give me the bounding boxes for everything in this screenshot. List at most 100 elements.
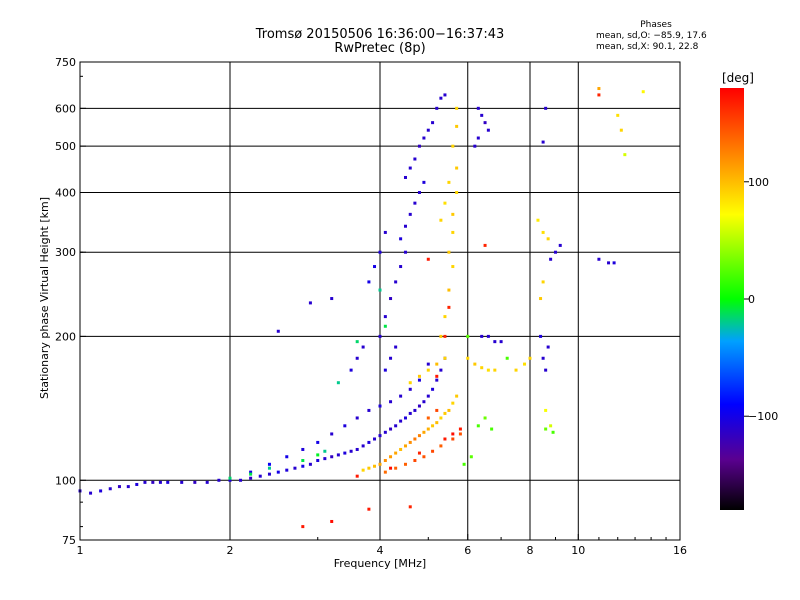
data-point xyxy=(343,424,347,428)
y-tick-label: 200 xyxy=(55,330,76,343)
data-point xyxy=(544,368,548,372)
data-point xyxy=(422,180,426,184)
y-axis-label: Stationary phase Virtual Height [km] xyxy=(38,197,51,399)
data-point xyxy=(493,340,497,344)
data-point xyxy=(469,455,473,459)
chart-title: Tromsø 20150506 16:36:00−16:37:43 xyxy=(255,27,505,42)
data-point xyxy=(426,362,430,366)
x-tick-label: 10 xyxy=(571,544,585,557)
data-point xyxy=(431,387,435,391)
data-point xyxy=(486,368,490,372)
data-point xyxy=(394,451,398,455)
data-point xyxy=(99,489,103,493)
data-point xyxy=(228,476,232,480)
data-point xyxy=(480,334,484,338)
data-point xyxy=(399,237,403,241)
data-point xyxy=(301,464,305,468)
data-point xyxy=(330,519,334,523)
data-point xyxy=(389,466,393,470)
data-point xyxy=(431,424,435,428)
data-point xyxy=(443,356,447,360)
data-point xyxy=(343,451,347,455)
x-axis-label: Frequency [MHz] xyxy=(334,557,426,570)
y-tick-label: 100 xyxy=(55,474,76,487)
data-point xyxy=(378,250,382,254)
data-point xyxy=(239,478,243,482)
data-point xyxy=(480,113,484,117)
data-point xyxy=(455,394,459,398)
data-point xyxy=(285,455,289,459)
colorbar-tick-label: 0 xyxy=(748,293,755,306)
data-point xyxy=(422,136,426,140)
data-point xyxy=(539,334,543,338)
data-point xyxy=(403,416,407,420)
x-tick-label: 6 xyxy=(464,544,471,557)
data-point xyxy=(394,280,398,284)
data-point xyxy=(89,491,93,495)
data-point xyxy=(597,93,601,97)
data-point xyxy=(267,466,271,470)
data-point xyxy=(435,106,439,110)
data-point xyxy=(330,297,334,301)
data-point xyxy=(308,301,312,305)
data-point xyxy=(417,404,421,408)
data-point xyxy=(373,265,377,269)
data-point xyxy=(399,419,403,423)
data-point xyxy=(426,257,430,261)
phase-stats-header: Phases xyxy=(640,20,672,30)
data-point xyxy=(383,430,387,434)
data-point xyxy=(426,416,430,420)
data-point xyxy=(435,408,439,412)
y-tick-label: 400 xyxy=(55,186,76,199)
data-point xyxy=(493,368,497,372)
x-tick-label: 1 xyxy=(77,544,84,557)
phase-stats: Phases mean, sd,O: −85.9, 17.6 mean, sd,… xyxy=(596,20,716,53)
data-point xyxy=(455,190,459,194)
data-point xyxy=(117,485,121,489)
data-point xyxy=(439,368,443,372)
data-point xyxy=(205,480,209,484)
data-point xyxy=(523,362,527,366)
data-point xyxy=(417,434,421,438)
data-point xyxy=(612,261,616,265)
data-point xyxy=(367,466,371,470)
data-point xyxy=(217,478,221,482)
data-point xyxy=(439,444,443,448)
data-point xyxy=(373,437,377,441)
data-point xyxy=(394,466,398,470)
grid-lines xyxy=(80,62,680,540)
data-point xyxy=(408,166,412,170)
data-point xyxy=(355,474,359,478)
data-point xyxy=(426,427,430,431)
data-point xyxy=(403,250,407,254)
data-point xyxy=(158,480,162,484)
data-point xyxy=(367,408,371,412)
data-point xyxy=(549,424,553,428)
data-point xyxy=(373,464,377,468)
data-point xyxy=(443,201,447,205)
data-point xyxy=(473,144,477,148)
y-tick-label: 75 xyxy=(62,534,76,547)
data-point xyxy=(451,265,455,269)
data-point xyxy=(394,345,398,349)
data-point xyxy=(505,356,509,360)
phase-stats-x: mean, sd,X: 90.1, 22.8 xyxy=(596,42,699,52)
data-point xyxy=(439,334,443,338)
x-axis: 1 2 4 6 8 10 16 xyxy=(77,534,687,557)
data-point xyxy=(435,378,439,382)
data-point xyxy=(135,482,139,486)
data-point xyxy=(258,474,262,478)
data-point xyxy=(301,447,305,451)
data-point xyxy=(607,261,611,265)
data-point xyxy=(458,432,462,436)
data-point xyxy=(389,297,393,301)
data-point xyxy=(431,449,435,453)
data-point xyxy=(308,462,312,466)
data-point xyxy=(180,480,184,484)
data-point xyxy=(623,153,627,157)
data-point xyxy=(480,366,484,370)
data-point xyxy=(455,124,459,128)
data-point xyxy=(323,457,327,461)
data-point xyxy=(551,430,555,434)
